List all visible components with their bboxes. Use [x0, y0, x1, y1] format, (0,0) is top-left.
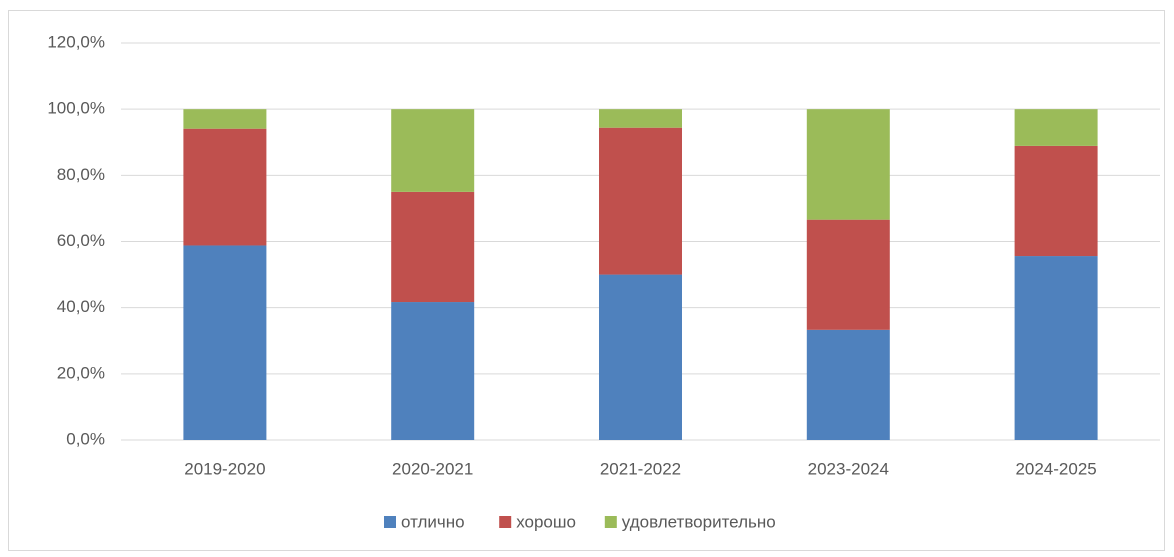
y-tick-label: 100,0% — [47, 99, 105, 118]
bar-segment — [599, 109, 682, 128]
bar-segment — [806, 219, 890, 330]
x-tick-label: 2021-2022 — [600, 459, 681, 478]
x-tick-label: 2023-2024 — [808, 459, 889, 478]
bar-segment — [391, 191, 475, 303]
legend-label: удовлетворительно — [622, 512, 776, 531]
bar-segment — [183, 128, 267, 246]
bar-segment — [599, 127, 682, 275]
x-tick-label: 2024-2025 — [1015, 459, 1096, 478]
bar-segment — [806, 109, 890, 220]
legend-label: хорошо — [516, 512, 576, 531]
y-tick-label: 40,0% — [57, 297, 105, 316]
bar-segment — [183, 109, 267, 129]
legend-swatch — [499, 516, 512, 528]
legend-swatch — [604, 516, 617, 528]
legend-label: отлично — [401, 512, 465, 531]
bar-segment — [391, 109, 475, 192]
bar-segment — [1014, 256, 1098, 440]
y-tick-label: 120,0% — [47, 32, 105, 51]
x-tick-label: 2020-2021 — [392, 459, 473, 478]
bar-segment — [599, 274, 682, 440]
bar-segment — [183, 245, 267, 440]
x-tick-label: 2019-2020 — [184, 459, 265, 478]
chart-border — [8, 10, 1165, 551]
y-tick-label: 80,0% — [57, 165, 105, 184]
y-tick-label: 60,0% — [57, 231, 105, 250]
y-tick-label: 0,0% — [66, 429, 105, 448]
bar-segment — [1014, 145, 1098, 257]
bar-segment — [1014, 109, 1098, 146]
bar-segment — [391, 302, 475, 440]
bar-segment — [806, 329, 890, 440]
y-tick-label: 20,0% — [57, 363, 105, 382]
legend-swatch — [384, 516, 396, 528]
